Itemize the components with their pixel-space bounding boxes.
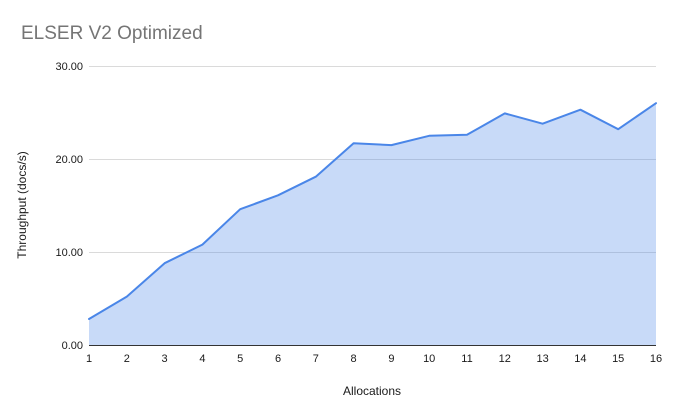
x-tick-label: 7 xyxy=(313,353,319,365)
x-axis-title: Allocations xyxy=(342,384,402,398)
x-tick-label: 12 xyxy=(499,353,511,365)
chart-title: ELSER V2 Optimized xyxy=(21,23,203,44)
x-tick-label: 1 xyxy=(86,353,92,365)
x-tick-label: 2 xyxy=(124,353,130,365)
x-tick-label: 4 xyxy=(199,353,205,365)
x-tick-label: 8 xyxy=(351,353,357,365)
y-tick-label: 20.00 xyxy=(55,154,83,166)
series-line xyxy=(88,102,657,320)
x-tick-label: 10 xyxy=(423,353,435,365)
x-tick-label: 15 xyxy=(612,353,624,365)
x-tick-label: 13 xyxy=(536,353,548,365)
x-tick-label: 5 xyxy=(237,353,243,365)
x-tick-label: 3 xyxy=(162,353,168,365)
x-tick-label: 6 xyxy=(275,353,281,365)
y-axis-title: Throughput (docs/s) xyxy=(15,151,29,259)
y-tick-label: 30.00 xyxy=(55,61,83,73)
y-tick-label: 0.00 xyxy=(62,340,83,352)
x-tick-label: 9 xyxy=(388,353,394,365)
y-tick-label: 10.00 xyxy=(55,247,83,259)
x-tick-label: 16 xyxy=(650,353,662,365)
series-area xyxy=(89,103,656,345)
x-tick-label: 11 xyxy=(461,353,472,365)
x-tick-label: 14 xyxy=(574,353,586,365)
